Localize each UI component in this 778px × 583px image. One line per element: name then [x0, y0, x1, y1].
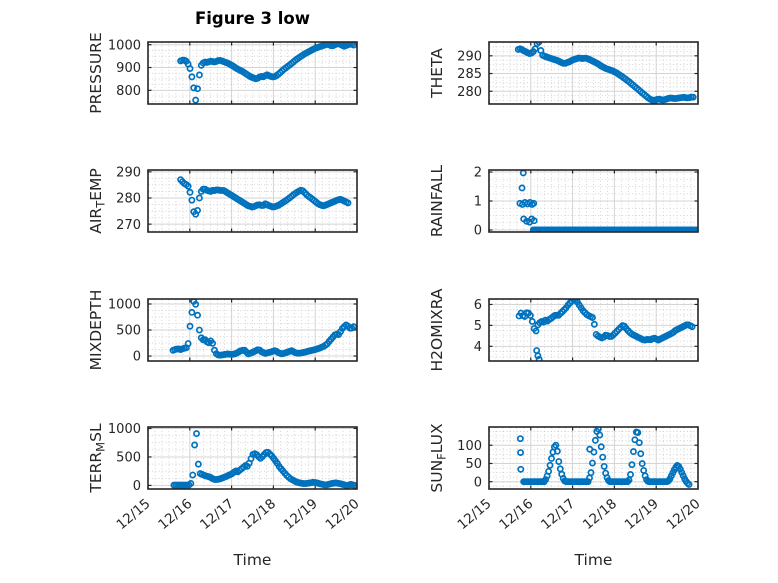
svg-text:500: 500 [116, 324, 141, 339]
x-tick-labels: 12/15 12/16 12/17 12/18 12/19 12/20 [113, 496, 362, 533]
svg-text:1000: 1000 [108, 422, 141, 437]
plot-border [147, 41, 358, 105]
minor-grid [148, 427, 357, 489]
svg-text:0: 0 [133, 350, 141, 365]
plot-border [488, 298, 699, 362]
svg-text:12/18: 12/18 [239, 496, 279, 533]
svg-text:5: 5 [474, 319, 482, 334]
svg-text:1: 1 [474, 195, 482, 210]
minor-grid [489, 427, 698, 489]
y-axis-label: SUNFLUX [428, 423, 449, 493]
series-mixdepth [169, 299, 357, 359]
panel-theta: 280 285 290 THETA [428, 41, 699, 105]
plot-border [488, 169, 699, 233]
series-pressure [177, 42, 357, 104]
svg-text:280: 280 [457, 85, 482, 100]
y-tick-labels: 0 500 1000 [108, 422, 141, 494]
svg-text:12/15: 12/15 [113, 496, 153, 533]
series-h2omixra [515, 299, 696, 361]
svg-text:1000: 1000 [108, 298, 141, 313]
svg-text:500: 500 [116, 451, 141, 466]
plot-border [488, 41, 699, 105]
major-grid [148, 170, 357, 232]
svg-text:0: 0 [474, 224, 482, 239]
y-axis-label: AIRTEMP [87, 168, 108, 234]
svg-text:12/19: 12/19 [622, 496, 662, 533]
plot-border [147, 169, 358, 233]
x-tick-labels: 12/15 12/16 12/17 12/18 12/19 12/20 [454, 496, 703, 533]
svg-text:12/20: 12/20 [322, 496, 362, 533]
series-terr-msl [170, 430, 357, 489]
y-axis-label: TERRMSL [87, 423, 108, 494]
figure-title: Figure 3 low [194, 9, 311, 28]
svg-text:12/16: 12/16 [496, 496, 536, 533]
y-tick-labels: 0 500 1000 [108, 298, 141, 365]
y-tick-labels: 4 5 6 [474, 298, 482, 355]
y-axis-label: H2OMIXRA [428, 288, 446, 371]
svg-text:4: 4 [474, 340, 482, 355]
y-axis-label: RAINFALL [428, 164, 446, 237]
svg-text:100: 100 [457, 439, 482, 454]
major-grid [489, 299, 698, 361]
svg-text:1000: 1000 [108, 38, 141, 53]
svg-text:12/17: 12/17 [538, 496, 578, 533]
minor-grid [489, 298, 698, 361]
svg-text:12/17: 12/17 [197, 496, 237, 533]
plot-border [147, 426, 358, 490]
svg-text:290: 290 [457, 49, 482, 64]
plot-border [488, 426, 699, 490]
series-theta [514, 42, 697, 104]
svg-text:270: 270 [116, 218, 141, 233]
svg-text:290: 290 [116, 165, 141, 180]
y-tick-labels: 0 1 2 [474, 166, 482, 239]
svg-text:12/19: 12/19 [281, 496, 321, 533]
svg-text:900: 900 [116, 61, 141, 76]
panel-rainfall: 0 1 2 RAINFALL [428, 164, 699, 239]
svg-text:285: 285 [457, 67, 482, 82]
tick-marks [147, 170, 358, 232]
svg-text:0: 0 [474, 475, 482, 490]
x-axis-label-left: Time [233, 551, 272, 569]
y-tick-labels: 800 900 1000 [108, 38, 141, 99]
svg-text:280: 280 [116, 192, 141, 207]
svg-text:800: 800 [116, 84, 141, 99]
y-tick-labels: 270 280 290 [116, 165, 141, 232]
series-sun-flux [516, 427, 693, 488]
svg-text:6: 6 [474, 298, 482, 313]
plot-border [147, 298, 358, 362]
series-air-temp [177, 176, 352, 218]
series-rainfall [516, 170, 698, 232]
svg-text:12/20: 12/20 [663, 496, 703, 533]
svg-text:50: 50 [465, 457, 482, 472]
minor-grid [148, 42, 357, 104]
panel-h2omixra: 4 5 6 H2OMIXRA [428, 288, 699, 372]
svg-text:0: 0 [133, 479, 141, 494]
svg-text:12/15: 12/15 [454, 496, 494, 533]
svg-text:2: 2 [474, 166, 482, 181]
panel-air-temp: 270 280 290 AIRTEMP [87, 165, 358, 234]
y-axis-label: THETA [428, 48, 446, 99]
y-tick-labels: 0 50 100 [457, 439, 482, 490]
x-axis-label-right: Time [574, 551, 613, 569]
svg-text:12/16: 12/16 [155, 496, 195, 533]
y-axis-label: PRESSURE [87, 32, 105, 114]
y-tick-labels: 280 285 290 [457, 49, 482, 99]
svg-text:12/18: 12/18 [580, 496, 620, 533]
y-axis-label: MIXDEPTH [87, 290, 105, 371]
tick-marks [147, 427, 358, 489]
